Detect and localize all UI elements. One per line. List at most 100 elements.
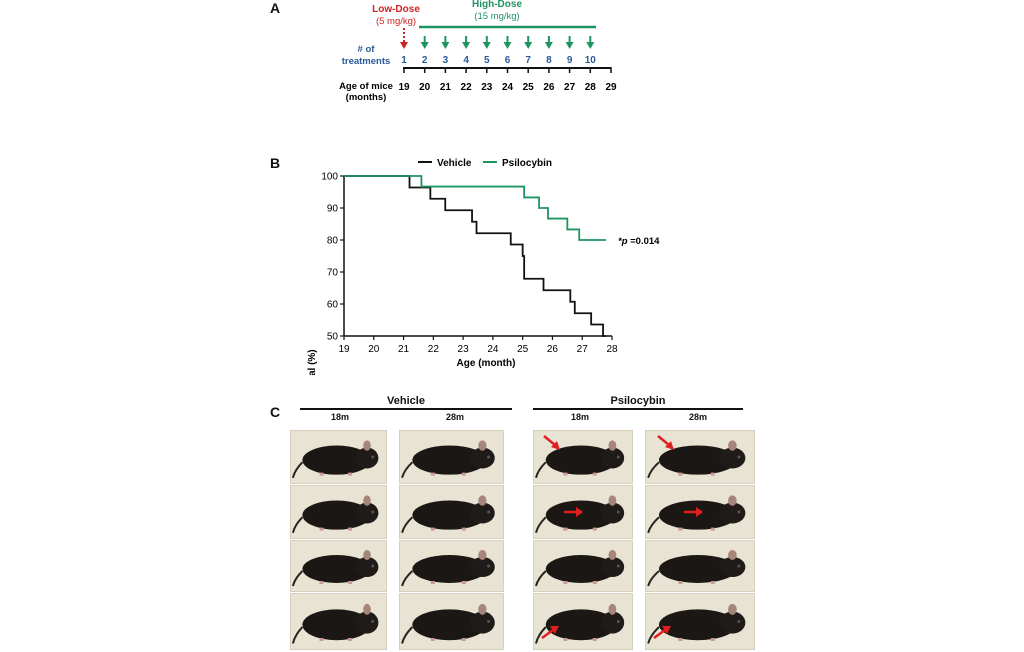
treatment-numbers: 1 2 3 4 5 6 7 8 9 10 [401, 55, 596, 66]
age-label-2: (months) [346, 92, 387, 103]
x-tick-label: 20 [368, 344, 380, 355]
age-tick-label: 29 [605, 82, 617, 93]
series-line-vehicle [344, 175, 607, 337]
mouse-photo-vehicle-18m [290, 430, 387, 484]
series-line-psilocybin [344, 175, 607, 241]
mouse-photo-psilocybin-28m [645, 593, 755, 650]
mouse-icon [401, 603, 495, 644]
high-dose-arrow-head [524, 42, 533, 49]
mouse-icon [534, 550, 625, 587]
low-dose-amount: (5 mg/kg) [376, 16, 416, 27]
x-tick-label: 24 [487, 344, 499, 355]
x-axis-label: Age (month) [457, 358, 516, 369]
group-title-psilocybin: Psilocybin [610, 395, 666, 407]
col-label-vehicle-28m: 28m [445, 412, 464, 422]
mouse-photo-psilocybin-18m [533, 430, 633, 484]
mouse-icon [401, 550, 495, 587]
chart-legend: Vehicle Psilocybin [418, 158, 552, 169]
mouse-photo-vehicle-28m [399, 485, 504, 539]
age-tick-label: 21 [440, 82, 452, 93]
y-tick-label: 100 [321, 172, 338, 183]
x-tick-label: 19 [338, 344, 350, 355]
high-dose-arrow-head [503, 42, 512, 49]
panel-a-letter: A [270, 0, 281, 16]
group-line-psilocybin [533, 408, 743, 410]
mouse-icon [291, 495, 379, 534]
red-arrow-icon [564, 507, 583, 517]
p-value-suffix: =0.014 [628, 236, 661, 247]
mouse-icon [534, 603, 625, 644]
mouse-icon [291, 550, 379, 587]
mouse-photo-vehicle-28m [399, 593, 504, 650]
x-tick-label: 23 [458, 344, 470, 355]
high-dose-arrow-head [441, 42, 450, 49]
low-dose-title: Low-Dose [372, 4, 420, 15]
age-tick-label: 24 [502, 82, 514, 93]
chart-axes: 50 60 70 80 90 100 19 20 21 22 23 24 25 26 27 28 [321, 172, 618, 356]
panel-c-letter: C [270, 404, 281, 420]
mouse-photo-psilocybin-28m [645, 540, 755, 592]
high-dose-amount: (15 mg/kg) [474, 11, 519, 22]
treatment-number: 6 [505, 55, 511, 66]
age-tick-label: 26 [543, 82, 555, 93]
treatment-number: 2 [422, 55, 428, 66]
high-dose-arrow-head [420, 42, 429, 49]
treatment-number: 1 [401, 55, 407, 66]
x-tick-label: 21 [398, 344, 410, 355]
y-tick-label: 80 [327, 236, 339, 247]
group-title-vehicle: Vehicle [387, 395, 425, 407]
legend-label-psilocybin: Psilocybin [502, 158, 552, 169]
red-arrow-icon [684, 507, 703, 517]
high-dose-arrows [420, 36, 595, 49]
chart-series [344, 175, 607, 337]
x-tick-label: 25 [517, 344, 529, 355]
survival-chart: Vehicle Psilocybin 50 60 70 80 90 100 19 20 21 22 2… [307, 158, 660, 375]
x-tick-label: 26 [547, 344, 559, 355]
y-tick-label: 90 [327, 204, 339, 215]
high-dose-arrow-head [586, 42, 595, 49]
age-ticks: 19 20 21 22 23 24 25 26 27 28 29 [398, 67, 617, 93]
mouse-photo-vehicle-18m [290, 540, 387, 592]
treatments-label-2: treatments [342, 56, 391, 67]
mouse-icon [647, 550, 746, 587]
age-tick-label: 23 [481, 82, 493, 93]
treatments-label-1: # of [358, 44, 376, 55]
group-line-vehicle [300, 408, 512, 410]
mouse-photo-psilocybin-28m [645, 485, 755, 539]
p-value-annotation: *p =0.014 [618, 236, 660, 247]
x-tick-label: 22 [428, 344, 440, 355]
age-label-1: Age of mice [339, 81, 393, 92]
low-dose-arrow-head [400, 42, 408, 49]
p-value-prefix: *p [618, 236, 628, 247]
mouse-icon [647, 440, 746, 479]
treatment-number: 10 [585, 55, 597, 66]
x-tick-label: 27 [577, 344, 589, 355]
age-tick-label: 20 [419, 82, 431, 93]
col-label-vehicle-18m: 18m [330, 412, 349, 422]
high-dose-arrow-head [544, 42, 553, 49]
high-dose-arrow-head [482, 42, 491, 49]
treatment-timeline: Low-Dose (5 mg/kg) High-Dose (15 mg/kg) … [339, 0, 617, 103]
red-arrow-icon [653, 626, 671, 640]
mouse-icon [401, 440, 495, 479]
col-label-psilocybin-28m: 28m [688, 412, 707, 422]
y-axis-label: Survival (%) [307, 349, 318, 375]
mouse-photo-vehicle-28m [399, 430, 504, 484]
mouse-photo-psilocybin-18m [533, 593, 633, 650]
mouse-icon [291, 440, 379, 479]
y-tick-label: 50 [327, 332, 339, 343]
mouse-icon [534, 440, 625, 479]
legend-label-vehicle: Vehicle [437, 158, 472, 169]
age-tick-label: 19 [398, 82, 410, 93]
mouse-icon [647, 603, 746, 644]
treatment-number: 5 [484, 55, 490, 66]
age-tick-label: 27 [564, 82, 576, 93]
age-tick-label: 25 [523, 82, 535, 93]
age-tick-label: 22 [461, 82, 473, 93]
mouse-icon [401, 495, 495, 534]
x-tick-label: 28 [606, 344, 618, 355]
panel-b-letter: B [270, 155, 281, 171]
red-arrow-icon [543, 435, 560, 450]
age-tick-label: 28 [585, 82, 597, 93]
y-tick-label: 60 [327, 300, 339, 311]
